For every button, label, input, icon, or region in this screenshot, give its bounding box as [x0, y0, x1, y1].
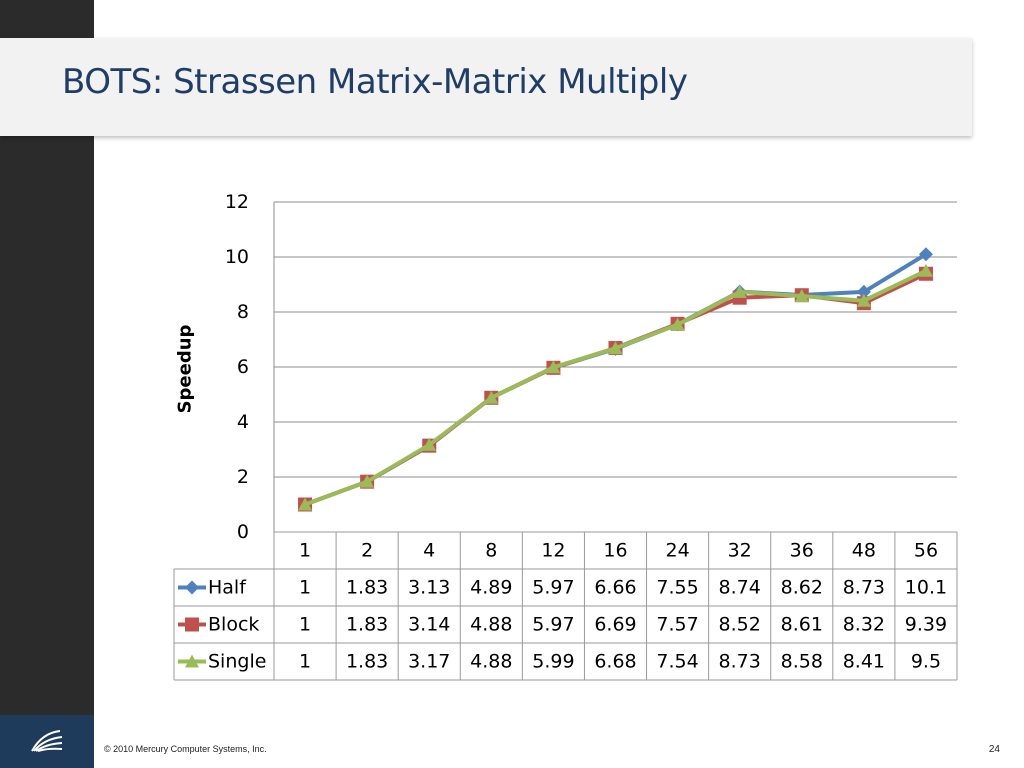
x-tick-label: 56: [914, 540, 938, 562]
data-table-cell: 1.83: [346, 651, 388, 673]
data-table-cell: 1.83: [346, 577, 388, 599]
series-line-single: [304, 268, 927, 507]
legend-label: Half: [208, 577, 247, 599]
data-table-cell: 8.61: [781, 614, 823, 636]
y-axis: 0 2 4 6 8 10 12 Speedup: [175, 191, 275, 543]
data-table-cell: 6.66: [594, 577, 636, 599]
data-point: [484, 390, 499, 404]
data-table-cell: 5.97: [532, 577, 574, 599]
legend-marker: [185, 654, 199, 668]
data-table-cell: 8.62: [781, 577, 823, 599]
data-table-cell: 4.89: [470, 577, 512, 599]
data-table-cell: 6.69: [594, 614, 636, 636]
legend-marker: [185, 617, 199, 632]
series-line-half: [304, 252, 927, 507]
x-tick-label: 24: [665, 540, 689, 562]
y-tick-label: 10: [225, 246, 249, 268]
data-point: [918, 247, 933, 262]
data-point: [360, 474, 375, 488]
data-point: [422, 437, 437, 451]
data-table-cell: 8.58: [781, 651, 823, 673]
x-tick-label: 12: [541, 540, 565, 562]
data-table-cell: 7.55: [656, 577, 698, 599]
data-table-cell: 9.5: [911, 651, 941, 673]
page-number: 24: [988, 744, 1000, 755]
x-tick-label: 32: [728, 540, 752, 562]
legend-label: Single: [208, 651, 266, 673]
slide-title: BOTS: Strassen Matrix-Matrix Multiply: [62, 62, 688, 102]
data-table-cell: 4.88: [470, 614, 512, 636]
data-point: [546, 360, 561, 374]
data-table-cell: 8.52: [719, 614, 761, 636]
legend-label: Block: [208, 614, 259, 636]
series-lines: [298, 247, 933, 512]
data-table-cell: 1: [299, 651, 311, 673]
data-table-cell: 1: [299, 577, 311, 599]
y-tick-label: 8: [237, 301, 249, 323]
company-logo: [0, 715, 94, 768]
title-band: [0, 38, 972, 136]
data-table-cell: 8.73: [843, 577, 885, 599]
grid-lines: [274, 201, 957, 478]
data-point: [918, 263, 933, 277]
x-tick-label: 36: [790, 540, 814, 562]
data-point: [856, 284, 871, 299]
x-tick-label: 2: [361, 540, 373, 562]
y-axis-label: Speedup: [175, 324, 196, 413]
data-table-cell: 3.13: [408, 577, 450, 599]
data-point: [608, 341, 623, 355]
y-tick-label: 6: [237, 356, 249, 378]
y-tick-label: 0: [237, 521, 249, 543]
data-point: [670, 317, 685, 331]
data-table-cell: 1: [299, 614, 311, 636]
logo-icon: [31, 730, 63, 752]
data-table-cell: 4.88: [470, 651, 512, 673]
data-table-cell: 10.1: [905, 577, 947, 599]
x-tick-label: 4: [423, 540, 435, 562]
copyright-footer: © 2010 Mercury Computer Systems, Inc.: [104, 744, 267, 754]
data-table-cell: 5.99: [532, 651, 574, 673]
data-table-cell: 5.97: [532, 614, 574, 636]
y-tick-label: 12: [225, 191, 249, 213]
x-tick-label: 8: [485, 540, 497, 562]
data-table-cell: 1.83: [346, 614, 388, 636]
legend-marker: [185, 580, 199, 595]
data-table-cell: 7.54: [656, 651, 698, 673]
data-point: [298, 497, 313, 511]
data-table-cell: 8.74: [719, 577, 761, 599]
y-tick-label: 4: [237, 411, 249, 433]
data-point: [856, 293, 871, 307]
data-table-cell: 6.68: [594, 651, 636, 673]
x-tick-label: 48: [852, 540, 876, 562]
data-table-cell: 3.14: [408, 614, 450, 636]
data-table-cell: 3.17: [408, 651, 450, 673]
data-point: [794, 289, 809, 303]
x-tick-label: 16: [603, 540, 627, 562]
y-tick-label: 2: [237, 466, 249, 488]
data-table-cell: 8.41: [843, 651, 885, 673]
data-table-cell: 9.39: [905, 614, 947, 636]
data-table-cell: 8.73: [719, 651, 761, 673]
data-table-cell: 8.32: [843, 614, 885, 636]
data-point: [732, 284, 747, 298]
series-line-block: [304, 271, 927, 507]
x-tick-label: 1: [299, 540, 311, 562]
data-table-cell: 7.57: [656, 614, 698, 636]
